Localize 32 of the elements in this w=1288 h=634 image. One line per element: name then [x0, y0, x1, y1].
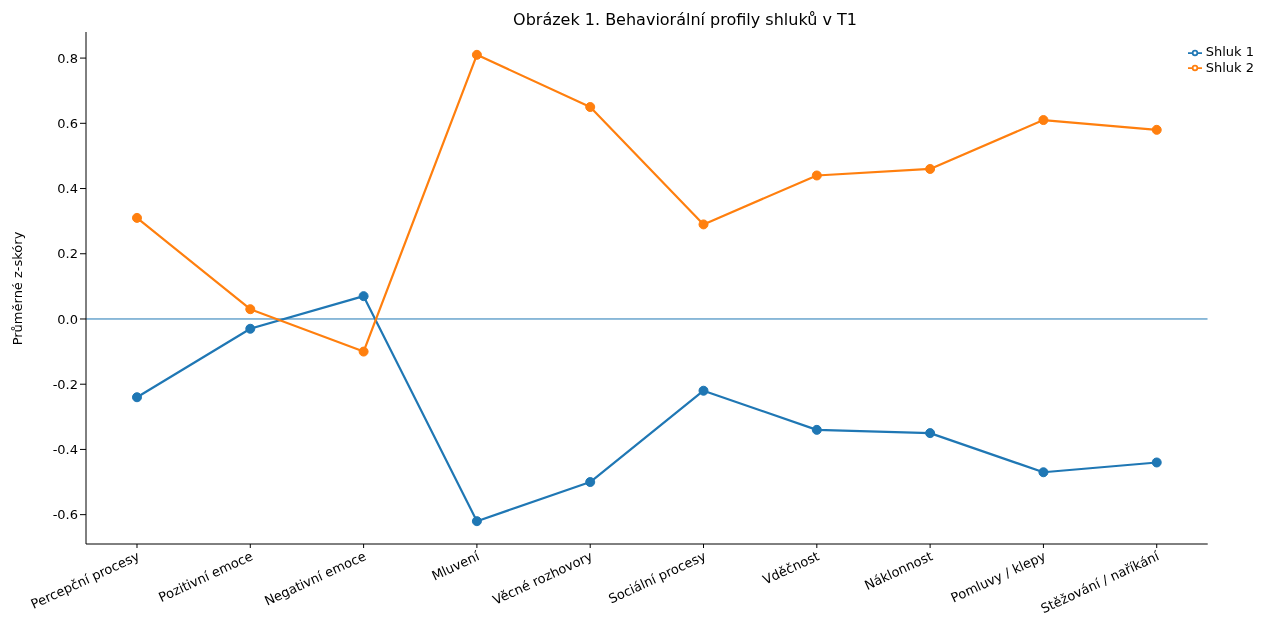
y-tick-label: 0.2	[57, 246, 78, 262]
legend-label: Shluk 2	[1205, 59, 1254, 75]
chart-title: Obrázek 1. Behaviorální profily shluků v T1	[512, 10, 858, 29]
point	[585, 477, 596, 488]
y-tick-label: -0.6	[52, 507, 78, 523]
point	[1151, 124, 1162, 135]
point	[585, 102, 596, 113]
point	[358, 346, 369, 357]
point	[698, 219, 709, 230]
point	[471, 49, 482, 60]
point	[1151, 457, 1162, 468]
y-tick-label: -0.4	[52, 442, 78, 458]
point	[698, 385, 709, 396]
point	[1038, 115, 1049, 126]
point	[358, 291, 369, 302]
point	[131, 392, 142, 403]
point	[925, 428, 936, 439]
point	[131, 212, 142, 223]
point	[811, 424, 822, 435]
point	[811, 170, 822, 181]
y-tick-label: 0.8	[57, 50, 78, 66]
legend-label: Shluk 1	[1205, 44, 1254, 59]
point	[245, 304, 256, 315]
y-tick-label: 0.6	[57, 115, 78, 131]
y-tick-label: 0.4	[57, 181, 78, 197]
y-tick-label: -0.2	[52, 376, 78, 392]
point	[1038, 467, 1049, 478]
point	[471, 516, 482, 527]
y-axis-title: Průměrné z-skóry	[10, 231, 26, 345]
y-tick-label: 0.0	[57, 311, 78, 327]
point	[925, 163, 936, 174]
point	[245, 323, 256, 334]
